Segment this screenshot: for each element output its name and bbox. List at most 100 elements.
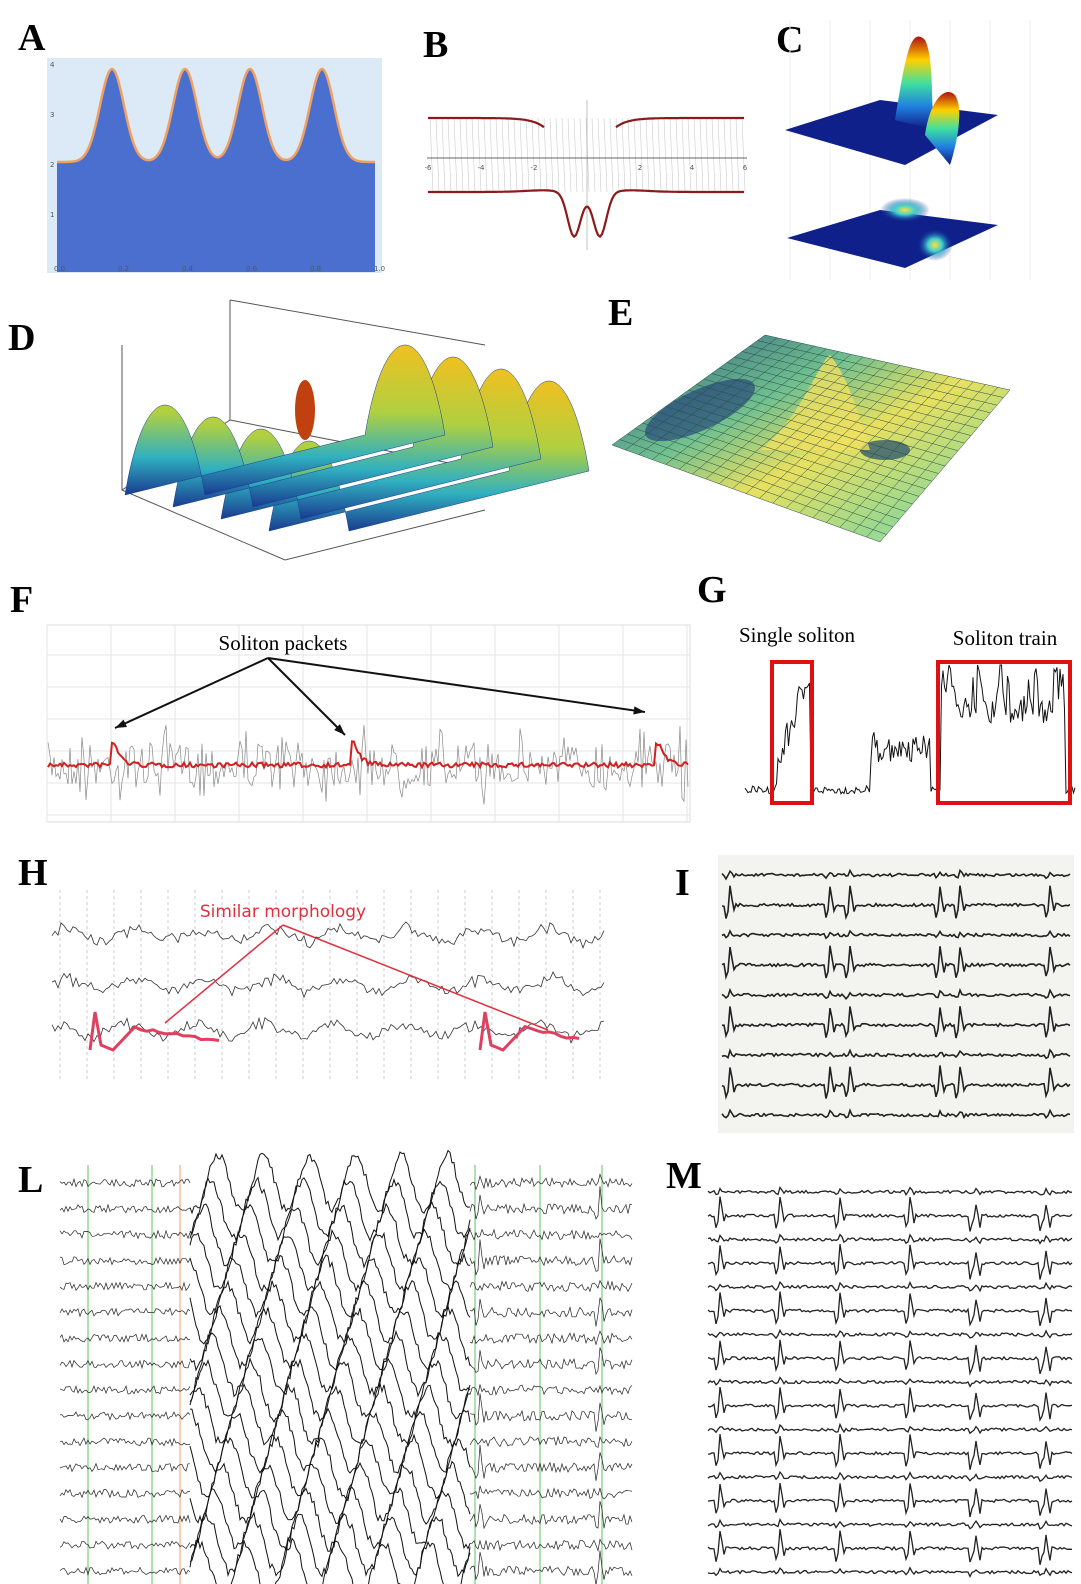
curve [615, 116, 744, 129]
eeg-trace [721, 1006, 1071, 1039]
eeg-trace [189, 1407, 471, 1474]
plane [787, 210, 998, 268]
oscillation [525, 117, 530, 193]
filled-area [57, 69, 375, 272]
x-tick-label: -4 [478, 164, 486, 172]
eeg-trace [721, 1065, 1071, 1100]
oscillation [681, 117, 686, 193]
oscillation [501, 117, 506, 193]
eeg-trace [707, 1339, 1073, 1376]
arrow [267, 657, 346, 736]
arrow [267, 657, 646, 713]
mesh-line [711, 373, 965, 444]
eeg-trace [707, 1386, 1073, 1422]
oscillation [591, 117, 596, 193]
eeg-trace [59, 1177, 191, 1188]
oscillation [555, 117, 560, 193]
oscillation [531, 117, 536, 193]
oscillation [741, 117, 746, 193]
arrow [164, 924, 284, 1024]
oscillation [435, 117, 440, 193]
plane [785, 100, 998, 165]
eeg-trace [707, 1291, 1073, 1327]
mesh-line [696, 384, 952, 459]
eeg-trace [59, 1229, 191, 1240]
eeg-trace [469, 1538, 633, 1552]
panel-letter: D [8, 317, 35, 359]
eeg-trace [59, 1437, 191, 1447]
shade [644, 378, 756, 442]
curve [428, 189, 744, 239]
mesh-line [772, 367, 913, 504]
oscillation [549, 117, 554, 193]
eeg-trace [189, 1228, 471, 1294]
eeg-trace [469, 1238, 633, 1276]
eeg-trace [469, 1444, 633, 1481]
oscillation [651, 117, 656, 193]
eeg-trace [59, 1566, 191, 1577]
mesh-line [839, 381, 974, 528]
oscillation [633, 117, 638, 193]
shade [860, 440, 910, 460]
eeg-trace [707, 1328, 1073, 1340]
signal [47, 725, 689, 805]
eeg-trace [707, 1186, 1072, 1196]
oscillation [579, 117, 584, 193]
mesh-line [826, 378, 962, 523]
blob [917, 229, 953, 261]
eeg-trace [59, 1359, 191, 1370]
peak [760, 355, 870, 450]
oscillation [537, 117, 542, 193]
eeg-trace [707, 1470, 1073, 1483]
panel-letter: B [423, 24, 448, 66]
signal [51, 1016, 605, 1044]
oscillation [723, 117, 728, 193]
oscillation [597, 117, 602, 193]
eeg-trace [189, 1279, 471, 1345]
highlighted-waveform [88, 1011, 220, 1052]
arrow [282, 924, 549, 1031]
eeg-trace [469, 1297, 633, 1327]
x-tick-label: 2 [638, 164, 642, 172]
y-tick-label: 4 [50, 61, 55, 69]
signal [744, 664, 1076, 795]
eeg-trace [721, 987, 1071, 1001]
eeg-trace [707, 1196, 1073, 1232]
panel-letter: H [18, 852, 48, 894]
eeg-trace [189, 1304, 471, 1372]
panel-letter: E [608, 292, 633, 334]
oscillation [567, 117, 572, 193]
oscillation [513, 117, 518, 193]
oscillation [687, 117, 692, 193]
mesh-line [757, 340, 1004, 398]
eeg-trace [469, 1384, 633, 1397]
highlight-box [936, 660, 1072, 805]
x-tick-label: 0.0 [54, 265, 65, 273]
curve [428, 116, 545, 129]
x-tick-label: -6 [425, 164, 433, 172]
mesh-line [879, 389, 1011, 543]
oscillation [561, 117, 566, 193]
oscillation [711, 117, 716, 193]
eeg-trace [59, 1540, 191, 1550]
eeg-trace [707, 1566, 1073, 1579]
eeg-trace [707, 1244, 1073, 1280]
panel-letter: L [18, 1159, 43, 1201]
annotation: Soliton train [953, 626, 1058, 650]
mesh-line [741, 351, 991, 414]
highlighted-waveform [478, 1011, 580, 1052]
eeg-trace [59, 1333, 190, 1343]
oscillation [429, 117, 434, 193]
eeg-trace [189, 1201, 471, 1269]
eeg-trace [59, 1384, 191, 1395]
oscillation [705, 117, 710, 193]
arrow [114, 657, 269, 729]
oscillation [459, 117, 464, 193]
oscillation [495, 117, 500, 193]
y-tick-label: 3 [50, 111, 54, 119]
eeg-trace [469, 1435, 633, 1448]
x-tick-label: 1.0 [374, 265, 385, 273]
oscillation [603, 117, 608, 193]
eeg-trace [469, 1279, 633, 1293]
